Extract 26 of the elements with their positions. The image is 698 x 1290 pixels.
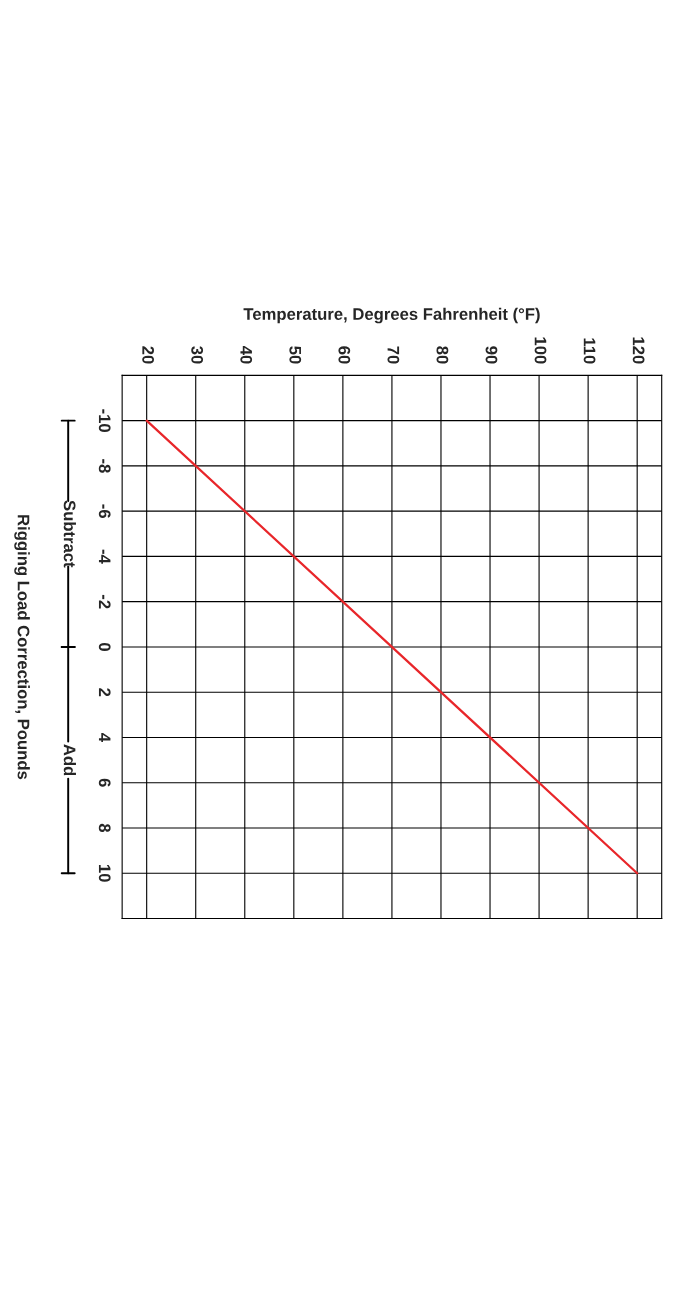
x-tick-label: 50 [289,346,302,364]
y-tick-label: -4 [98,549,111,564]
x-tick-label: 90 [485,346,498,364]
x-tick-label: 120 [632,337,645,364]
y-tick-label: 4 [98,733,111,742]
x-tick-label: 70 [387,346,400,364]
x-tick-label: 110 [583,338,596,364]
y-tick-label: -2 [98,594,111,609]
x-tick-label: 80 [436,346,449,364]
y-tick-label: 0 [98,642,111,651]
y-axis-title: Rigging Load Correction, Pounds [14,515,30,780]
x-tick-label: 30 [191,346,204,364]
text: Add [63,744,76,776]
y-tick-label: -10 [98,409,111,433]
x-axis-title: Temperature, Degrees Fahrenheit (°F) [243,307,540,324]
y-tick-label: 10 [98,865,111,882]
y-tick-label: -8 [98,459,111,473]
text: Subtract [63,500,76,568]
y-tick-label: 2 [98,688,111,697]
x-tick-label: 20 [142,346,154,364]
x-tick-label: 60 [338,346,351,364]
y-tick-label: -6 [98,504,111,518]
y-tick-label: 6 [98,778,111,787]
x-tick-label: 40 [240,346,253,364]
x-tick-label: 100 [534,337,547,364]
y-tick-label: 8 [98,823,111,833]
